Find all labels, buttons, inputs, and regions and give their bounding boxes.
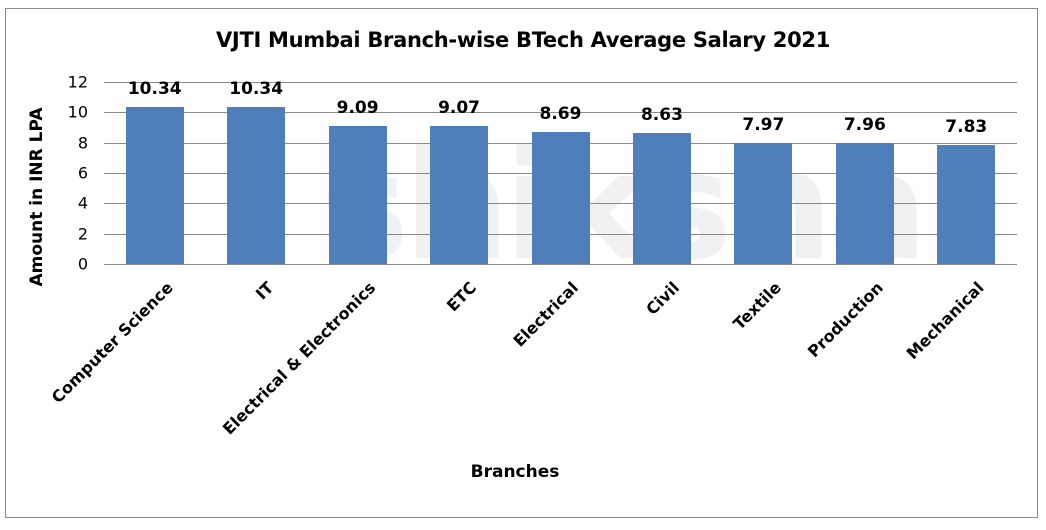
gridline — [104, 112, 1017, 114]
bar-value-label: 10.34 — [229, 79, 284, 100]
plot-area: 10.34 10.34 9.09 9.07 8.69 8.63 7.97 7.96 7.83 — [104, 79, 1017, 265]
bar-value-label: 7.97 — [742, 115, 785, 136]
bar-value-label: 7.83 — [945, 117, 988, 138]
y-tick-label: 12 — [67, 72, 88, 92]
bar-value-label: 7.96 — [843, 115, 886, 136]
bar-value-label: 8.63 — [640, 105, 683, 126]
y-tick-label: 4 — [77, 193, 88, 213]
y-tick-label: 8 — [77, 133, 88, 153]
bar — [734, 143, 793, 264]
y-tick-label: 10 — [67, 102, 88, 122]
bar-value-label: 9.09 — [336, 98, 379, 119]
bar — [531, 132, 590, 264]
bar-value-label: 9.07 — [438, 98, 481, 119]
y-axis-label: Amount in INR LPA — [27, 107, 47, 287]
gridline — [104, 264, 1017, 265]
bar — [328, 126, 387, 264]
bar — [937, 145, 996, 264]
bar — [632, 133, 691, 264]
gridline — [104, 82, 1017, 83]
y-tick-label: 6 — [77, 163, 88, 183]
bar-value-label: 10.34 — [127, 79, 182, 100]
bar — [430, 126, 489, 264]
bar-value-label: 8.69 — [539, 104, 582, 125]
x-axis-label: Branches — [470, 462, 560, 482]
y-tick-label: 2 — [77, 224, 88, 244]
bar — [227, 107, 286, 264]
chart-title: VJTI Mumbai Branch-wise BTech Average Sa… — [215, 28, 831, 52]
bar — [835, 143, 894, 264]
y-tick-label: 0 — [77, 254, 88, 274]
bar — [125, 107, 184, 264]
